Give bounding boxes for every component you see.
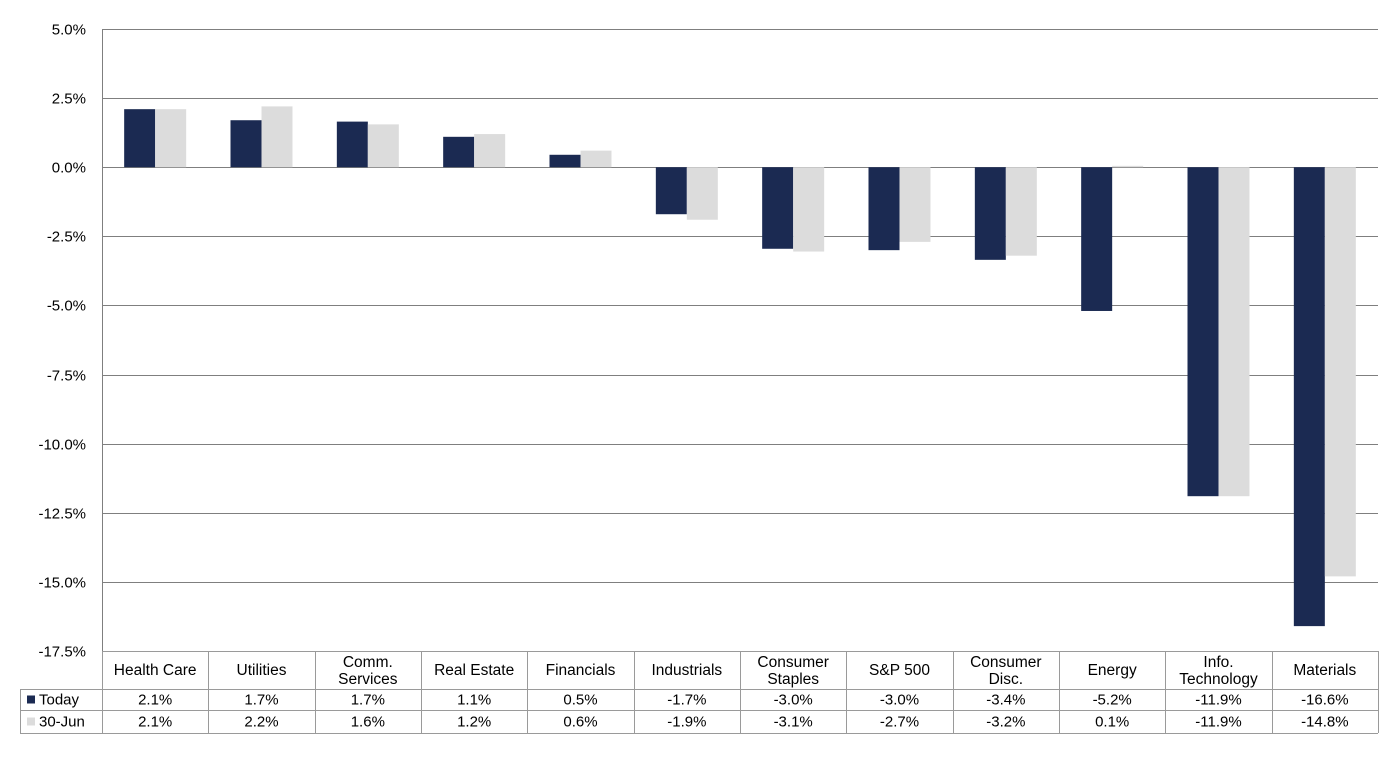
bar-today [443,136,475,168]
bar-30-jun [474,134,506,168]
bar-today [868,167,900,251]
data-label: 1.7% [351,692,385,709]
category-label: Industrials [652,662,723,679]
data-label: -3.4% [986,692,1025,709]
category-label: Health Care [114,662,197,679]
data-label: 1.7% [244,692,278,709]
bar-30-jun [793,167,825,252]
y-tick-label: 2.5% [52,91,86,108]
data-label: 0.6% [563,714,597,731]
data-table: Health Care Utilities Comm. Services Real Es… [20,651,1379,734]
bar-today [230,120,262,168]
bar-today [974,167,1006,260]
data-label: 1.2% [457,714,491,731]
data-label: -11.9% [1195,692,1241,709]
bar-today [124,109,156,168]
y-tick-label: -7.5% [47,368,86,385]
bar-today [336,121,368,168]
y-tick-label: 0.0% [52,160,86,177]
y-tick-label: -2.5% [47,229,86,246]
category-label: Energy [1088,662,1137,679]
category-label: S&P 500 [869,662,930,679]
bar-today [1293,167,1325,627]
bar-30-jun [155,109,187,168]
legend-swatch-today [27,695,35,704]
data-label: 0.5% [563,692,597,709]
bar-30-jun [261,106,293,168]
category-label: Utilities [237,662,287,679]
data-label: -3.1% [774,714,813,731]
data-label: -1.9% [667,714,706,731]
bar-30-jun [580,150,612,168]
bar-today [762,167,794,249]
data-label: 2.2% [244,714,278,731]
bar-today [549,154,581,168]
data-label: 1.6% [351,714,385,731]
data-label: 0.1% [1095,714,1129,731]
bar-today [655,167,687,215]
legend-label: Today [39,692,80,709]
y-axis-tick-labels: 5.0% 2.5% 0.0% -2.5% -5.0% -7.5% -10.0% -12.5% -… [38,22,86,661]
data-label: -2.7% [880,714,919,731]
y-tick-label: -17.5% [38,644,86,661]
bar-30-jun [1218,167,1250,497]
data-label: -3.2% [986,714,1025,731]
data-label: -14.8% [1301,714,1349,731]
data-label: -3.0% [774,692,813,709]
y-tick-label: -15.0% [38,575,86,592]
y-tick-label: -12.5% [38,506,86,523]
data-label: 2.1% [138,692,172,709]
data-label: 1.1% [457,692,491,709]
category-label: Real Estate [434,662,514,679]
data-label: -3.0% [880,692,919,709]
category-label: Info. Technology [1179,654,1258,688]
bar-30-jun [686,167,718,220]
y-tick-label: -10.0% [38,437,86,454]
bar-today [1187,167,1219,497]
category-label: Consumer Disc. [970,654,1042,688]
y-tick-label: -5.0% [47,298,86,315]
data-label: -1.7% [667,692,706,709]
legend-swatch-30-jun [27,717,35,726]
bar-30-jun [367,124,399,168]
bar-today [1081,167,1113,311]
data-label: -16.6% [1301,692,1349,709]
category-label: Materials [1293,662,1356,679]
bar-30-jun [1005,167,1037,256]
bar-30-jun [1324,167,1356,577]
legend-label: 30-Jun [39,714,85,731]
bars [124,106,1356,627]
bar-30-jun [899,167,931,242]
category-label: Comm. Services [338,654,398,688]
category-label: Consumer Staples [757,654,829,688]
category-label: Financials [546,662,616,679]
gridlines [102,29,1378,652]
data-label: -11.9% [1195,714,1241,731]
y-tick-label: 5.0% [52,22,86,39]
bar-30-jun [1112,165,1144,168]
data-label: 2.1% [138,714,172,731]
data-label: -5.2% [1093,692,1132,709]
